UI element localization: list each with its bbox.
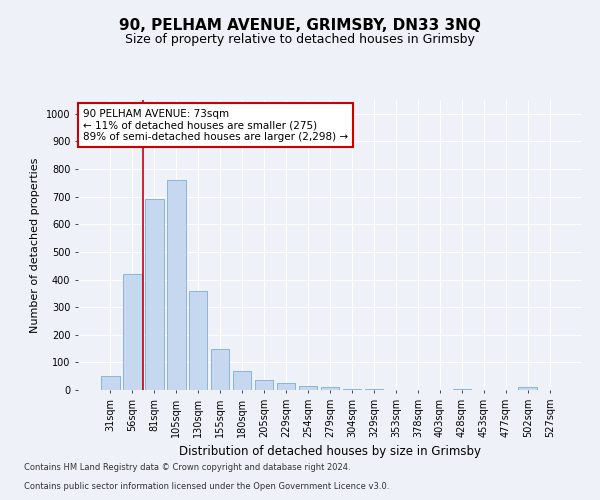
Bar <box>145 200 164 390</box>
Text: 90, PELHAM AVENUE, GRIMSBY, DN33 3NQ: 90, PELHAM AVENUE, GRIMSBY, DN33 3NQ <box>119 18 481 32</box>
X-axis label: Distribution of detached houses by size in Grimsby: Distribution of detached houses by size … <box>179 446 481 458</box>
Text: 90 PELHAM AVENUE: 73sqm
← 11% of detached houses are smaller (275)
89% of semi-d: 90 PELHAM AVENUE: 73sqm ← 11% of detache… <box>83 108 348 142</box>
Bar <box>343 388 361 390</box>
Text: Size of property relative to detached houses in Grimsby: Size of property relative to detached ho… <box>125 32 475 46</box>
Bar <box>365 389 383 390</box>
Bar <box>277 383 295 390</box>
Text: Contains HM Land Registry data © Crown copyright and database right 2024.: Contains HM Land Registry data © Crown c… <box>24 464 350 472</box>
Bar <box>167 180 185 390</box>
Bar <box>123 274 142 390</box>
Y-axis label: Number of detached properties: Number of detached properties <box>31 158 40 332</box>
Bar <box>233 370 251 390</box>
Bar <box>255 380 274 390</box>
Bar <box>299 386 317 390</box>
Text: Contains public sector information licensed under the Open Government Licence v3: Contains public sector information licen… <box>24 482 389 491</box>
Bar <box>518 387 537 390</box>
Bar <box>320 387 340 390</box>
Bar <box>101 376 119 390</box>
Bar <box>189 290 208 390</box>
Bar <box>211 348 229 390</box>
Bar <box>452 388 471 390</box>
